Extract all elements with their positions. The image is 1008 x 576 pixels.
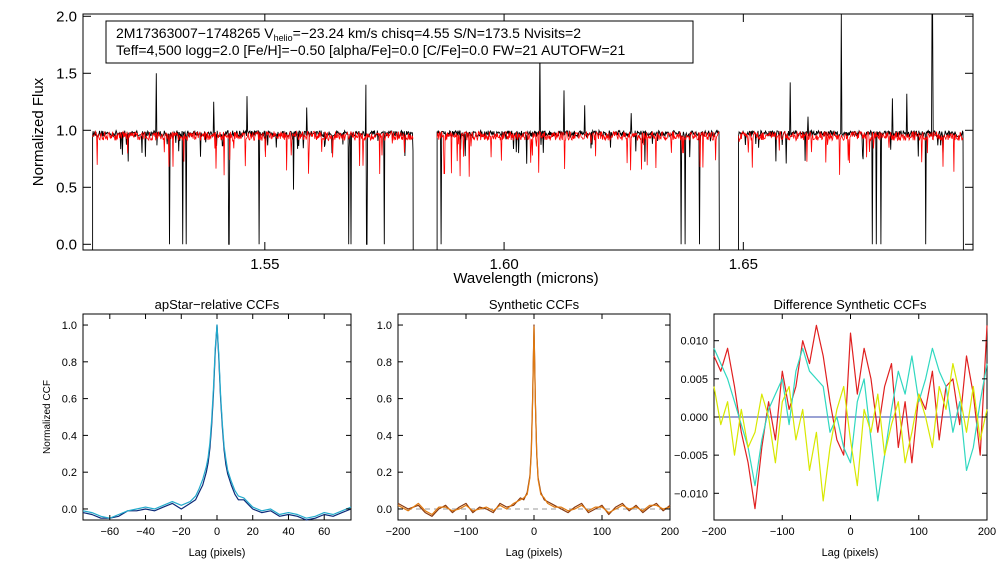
- y-tick-label: −0.005: [674, 450, 708, 462]
- x-tick-label: 0: [214, 526, 220, 538]
- apstar-ccf-xlabel: Lag (pixels): [189, 547, 246, 559]
- y-tick-label: 0.2: [62, 467, 77, 479]
- y-tick-label: 0.4: [377, 430, 392, 442]
- x-tick-label: 1.55: [250, 256, 279, 273]
- difference-ccf-title: Difference Synthetic CCFs: [774, 297, 927, 312]
- spectrum-axes: 1.55 1.60 1.65 0.0 0.5 1.0 1.5 2.0: [56, 9, 973, 273]
- y-tick-label: 0.8: [62, 357, 77, 369]
- spectrum-model-chip-3: [738, 130, 964, 175]
- x-tick-label: 1.60: [489, 256, 518, 273]
- spectrum-xlabel: Wavelength (microns): [453, 270, 598, 287]
- spectrum-ylabel: Normalized Flux: [30, 77, 47, 186]
- series-ccf_dark: [82, 324, 352, 521]
- x-tick-label: 0: [847, 526, 853, 538]
- apstar-ccf-series-group: [82, 324, 352, 521]
- y-tick-label: 1.0: [56, 123, 77, 140]
- series-ccf_cyan: [82, 324, 352, 519]
- y-tick-label: 0.010: [680, 336, 708, 348]
- y-tick-label: 0.0: [56, 237, 77, 254]
- difference-ccf-series-group: [713, 324, 988, 510]
- y-tick-label: −0.010: [674, 488, 708, 500]
- x-tick-label: −40: [136, 526, 155, 538]
- x-tick-label: −20: [172, 526, 191, 538]
- series-diff_cyan: [713, 347, 988, 502]
- apstar-ccf-axes: −60 −40 −20 0 20 40 60 0.0 0.2 0.4 0.6 0.8 1.0: [62, 314, 351, 538]
- difference-ccf-xlabel: Lag (pixels): [822, 547, 879, 559]
- synthetic-ccf-series-group: [397, 324, 671, 517]
- x-tick-label: 100: [593, 526, 611, 538]
- x-tick-label: 20: [247, 526, 259, 538]
- info-box: [105, 20, 694, 64]
- apstar-ccf-title: apStar−relative CCFs: [155, 297, 280, 312]
- y-tick-label: 0.8: [377, 357, 392, 369]
- spectrum-panel: 1.55 1.60 1.65 0.0 0.5 1.0 1.5 2.0 2M17363007−1…: [30, 9, 974, 287]
- apstar-ccf-ylabel: Normalized CCF: [42, 380, 53, 454]
- y-tick-label: 0.005: [680, 374, 708, 386]
- apstar-ccf-panel: −60 −40 −20 0 20 40 60 0.0 0.2 0.4 0.6 0.8 1.0 apSta…: [42, 297, 352, 559]
- spectrum-observed-chip-1: [92, 73, 414, 251]
- spectrum-observed-chip-2: [436, 48, 720, 251]
- spectrum-model-chip-1: [92, 130, 414, 176]
- synthetic-ccf-title: Synthetic CCFs: [489, 297, 580, 312]
- series-diff_yellow: [713, 363, 988, 502]
- synthetic-ccf-axes: −200 −100 0 100 200 0.0 0.2 0.4 0.6 0.8 1.0: [377, 314, 679, 538]
- difference-ccf-panel: −200 −100 0 100 200 −0.010 −0.005 0.000 0.005 0.0…: [674, 297, 996, 559]
- x-tick-label: −100: [454, 526, 479, 538]
- y-tick-label: 2.0: [56, 9, 77, 26]
- spectrum-frame: [82, 13, 974, 251]
- spectrum-model-chip-2: [436, 130, 720, 177]
- y-tick-label: 0.6: [377, 394, 392, 406]
- y-tick-label: 1.0: [62, 320, 77, 332]
- spectrum-observed-chip-3: [738, 13, 964, 251]
- y-tick-label: 0.0: [62, 504, 77, 516]
- x-tick-label: 40: [282, 526, 294, 538]
- series-synth_orange: [397, 326, 671, 516]
- x-tick-label: −60: [100, 526, 119, 538]
- x-tick-label: 200: [978, 526, 996, 538]
- info-star-id: 2M17363007−1748265 V: [116, 25, 274, 41]
- y-tick-label: 1.0: [377, 320, 392, 332]
- x-tick-label: 200: [661, 526, 679, 538]
- apstar-ccf-frame: [82, 313, 352, 521]
- y-tick-label: 0.2: [377, 467, 392, 479]
- info-line-1: 2M17363007−1748265 Vhelio=−23.24 km/s ch…: [116, 25, 581, 43]
- x-tick-label: −200: [386, 526, 411, 538]
- info-rv-stats: =−23.24 km/s chisq=4.55 S/N=173.5 Nvisit…: [293, 25, 582, 41]
- y-tick-label: 0.4: [62, 430, 77, 442]
- spectrum-series-group: [92, 13, 964, 251]
- y-tick-label: 0.0: [377, 504, 392, 516]
- series-diff_red: [713, 324, 988, 510]
- difference-ccf-axes: −200 −100 0 100 200 −0.010 −0.005 0.000 0.005 0.0…: [674, 314, 996, 538]
- y-tick-label: 0.6: [62, 394, 77, 406]
- x-tick-label: −100: [770, 526, 795, 538]
- x-tick-label: −200: [702, 526, 727, 538]
- x-tick-label: 0: [531, 526, 537, 538]
- y-tick-label: 1.5: [56, 66, 77, 83]
- info-line-2: Teff=4,500 logg=2.0 [Fe/H]=−0.50 [alpha/…: [116, 42, 625, 58]
- x-tick-label: 1.65: [729, 256, 758, 273]
- info-vhelio-subscript: helio: [274, 33, 293, 43]
- x-tick-label: 60: [318, 526, 330, 538]
- synthetic-ccf-xlabel: Lag (pixels): [506, 547, 563, 559]
- y-tick-label: 0.5: [56, 180, 77, 197]
- y-tick-label: 0.000: [680, 412, 708, 424]
- x-tick-label: 100: [910, 526, 928, 538]
- synthetic-ccf-panel: −200 −100 0 100 200 0.0 0.2 0.4 0.6 0.8 1.0 Synthe…: [377, 297, 679, 559]
